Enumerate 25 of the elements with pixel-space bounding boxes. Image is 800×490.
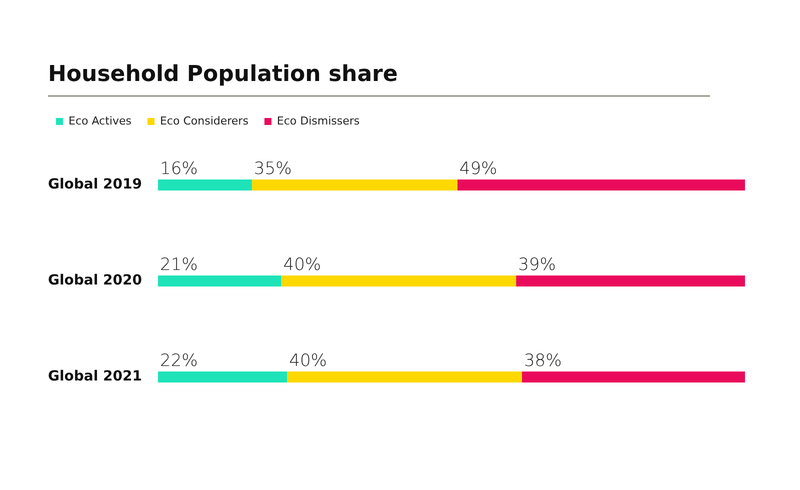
legend-label: Eco Dismissers xyxy=(276,114,360,128)
legend-label: Eco Actives xyxy=(68,114,132,128)
data-label: 49% xyxy=(459,158,498,179)
data-label: 35% xyxy=(254,158,292,179)
data-label: 39% xyxy=(518,254,556,275)
data-label: 40% xyxy=(289,350,327,371)
data-label: 16% xyxy=(160,158,198,179)
bar xyxy=(457,180,745,190)
bar xyxy=(158,180,252,190)
data-label: 22% xyxy=(160,350,198,371)
bar xyxy=(252,180,458,190)
bar xyxy=(287,372,522,382)
y-tick-label: Global 2020 xyxy=(48,272,142,289)
bar xyxy=(516,276,745,286)
chart-title: Household Population share xyxy=(48,62,710,97)
data-label: 38% xyxy=(524,350,562,371)
y-tick-label: Global 2021 xyxy=(48,368,142,385)
data-label: 21% xyxy=(160,254,198,275)
data-label: 40% xyxy=(283,254,322,275)
bar xyxy=(281,276,516,286)
bar xyxy=(522,372,745,382)
bar xyxy=(158,372,288,382)
legend-label: Eco Considerers xyxy=(160,114,249,128)
bar xyxy=(158,276,282,286)
y-tick-label: Global 2019 xyxy=(48,176,142,193)
